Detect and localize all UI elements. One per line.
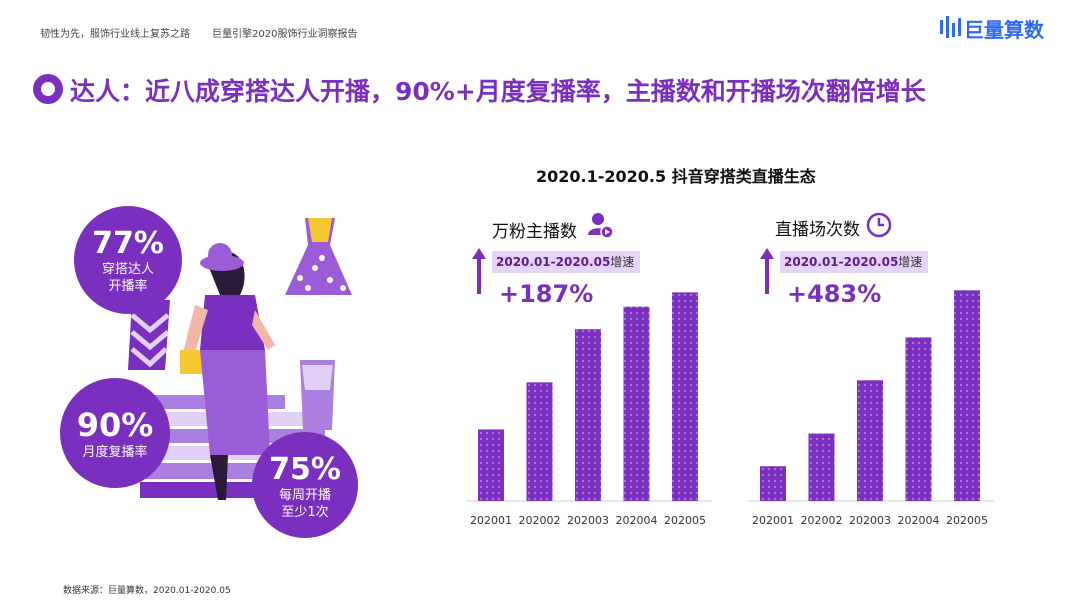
stat-percent: 77% bbox=[92, 226, 164, 261]
stat-label: 每周开播 bbox=[278, 488, 331, 503]
stat-label: 开播率 bbox=[108, 279, 148, 294]
growth-period-label: 2020.01-2020.05增速 bbox=[492, 251, 640, 273]
bar-202003 bbox=[857, 380, 883, 501]
x-tick-label: 202002 bbox=[801, 514, 843, 527]
growth-value: +187% bbox=[499, 280, 594, 308]
data-source-note: 数据来源：巨量算数，2020.01-2020.05 bbox=[63, 586, 231, 596]
x-tick-label: 202004 bbox=[616, 514, 658, 527]
growth-period: 2020.01-2020.05 bbox=[784, 255, 899, 269]
x-tick-label: 202003 bbox=[567, 514, 609, 527]
header-report-title: 巨量引擎2020服饰行业洞察报告 bbox=[212, 29, 358, 40]
growth-arrow-icon bbox=[472, 248, 486, 294]
stat-label: 穿搭达人 bbox=[101, 262, 154, 277]
header-report-series: 韧性为先，服饰行业线上复苏之路 bbox=[40, 29, 190, 40]
bar-202005 bbox=[954, 290, 980, 501]
title-bullet-icon bbox=[33, 74, 63, 104]
panel-title-anchors: 万粉主播数 bbox=[492, 222, 577, 242]
brand-name: 巨量算数 bbox=[964, 18, 1044, 42]
x-tick-label: 202001 bbox=[752, 514, 794, 527]
bar-202002 bbox=[808, 433, 835, 501]
stat-percent: 75% bbox=[269, 452, 341, 487]
growth-period: 2020.01-2020.05 bbox=[496, 255, 611, 269]
stat-circle-live-rate: 77% 穿搭达人 开播率 bbox=[74, 206, 182, 314]
stat-label: 至少1次 bbox=[281, 505, 329, 520]
stat-percent: 90% bbox=[76, 406, 154, 444]
bar-chart-sessions: 202001 202002 202003 202004 202005 bbox=[748, 290, 994, 527]
bar-202005 bbox=[672, 292, 698, 501]
x-tick-label: 202004 bbox=[898, 514, 940, 527]
stat-label: 月度复播率 bbox=[82, 445, 148, 460]
x-tick-label: 202003 bbox=[849, 514, 891, 527]
bar-202004 bbox=[623, 306, 650, 501]
ecosystem-title: 2020.1-2020.5 抖音穿搭类直播生态 bbox=[536, 167, 816, 186]
page-title: 达人：近八成穿搭达人开播，90%+月度复播率，主播数和开播场次翻倍增长 bbox=[70, 77, 926, 106]
clock-icon bbox=[866, 212, 892, 238]
bar-chart-anchors: 202001 202002 202003 202004 202005 bbox=[466, 292, 712, 527]
x-tick-label: 202002 bbox=[519, 514, 561, 527]
user-play-icon bbox=[588, 213, 614, 239]
growth-suffix: 增速 bbox=[898, 255, 923, 269]
growth-value: +483% bbox=[787, 280, 882, 308]
bar-202004 bbox=[905, 337, 932, 501]
brand-logo-icon bbox=[940, 16, 961, 38]
growth-suffix: 增速 bbox=[610, 255, 635, 269]
growth-period-label: 2020.01-2020.05增速 bbox=[780, 251, 928, 273]
stat-circle-replay-rate: 90% 月度复播率 bbox=[60, 378, 170, 488]
bar-202002 bbox=[526, 382, 553, 501]
x-tick-label: 202005 bbox=[946, 514, 988, 527]
bar-202001 bbox=[760, 466, 786, 501]
growth-arrow-icon bbox=[760, 248, 774, 294]
x-tick-label: 202001 bbox=[470, 514, 512, 527]
panel-title-sessions: 直播场次数 bbox=[775, 220, 860, 240]
bar-202003 bbox=[575, 329, 601, 501]
x-tick-label: 202005 bbox=[664, 514, 706, 527]
stat-circle-weekly-rate: 75% 每周开播 至少1次 bbox=[252, 432, 358, 538]
bar-202001 bbox=[478, 429, 504, 501]
